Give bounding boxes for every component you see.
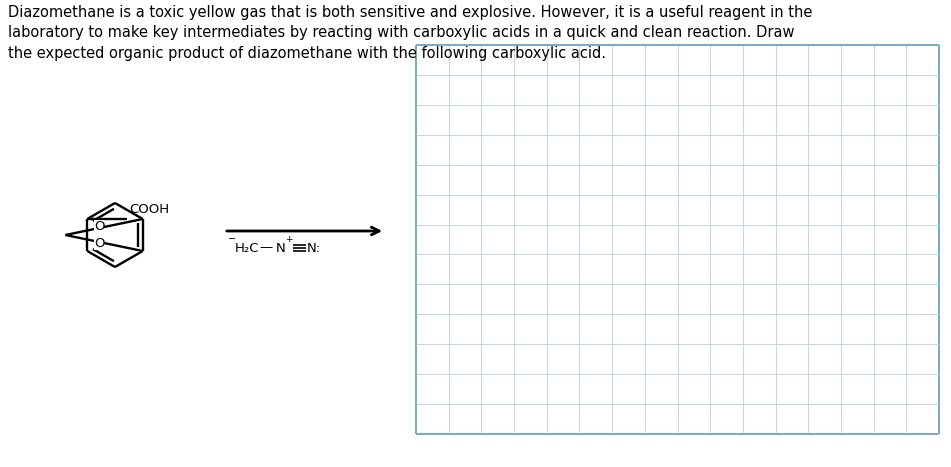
Text: O: O	[94, 220, 105, 234]
Text: −: −	[228, 234, 236, 244]
Text: N: N	[276, 241, 285, 255]
Text: COOH: COOH	[129, 203, 169, 216]
Text: +: +	[285, 235, 293, 244]
Text: Diazomethane is a toxic yellow gas that is both sensitive and explosive. However: Diazomethane is a toxic yellow gas that …	[8, 5, 812, 61]
Text: O: O	[94, 237, 105, 250]
Text: H₂C: H₂C	[235, 241, 260, 255]
Text: —: —	[259, 241, 272, 255]
Text: N:: N:	[307, 241, 321, 255]
